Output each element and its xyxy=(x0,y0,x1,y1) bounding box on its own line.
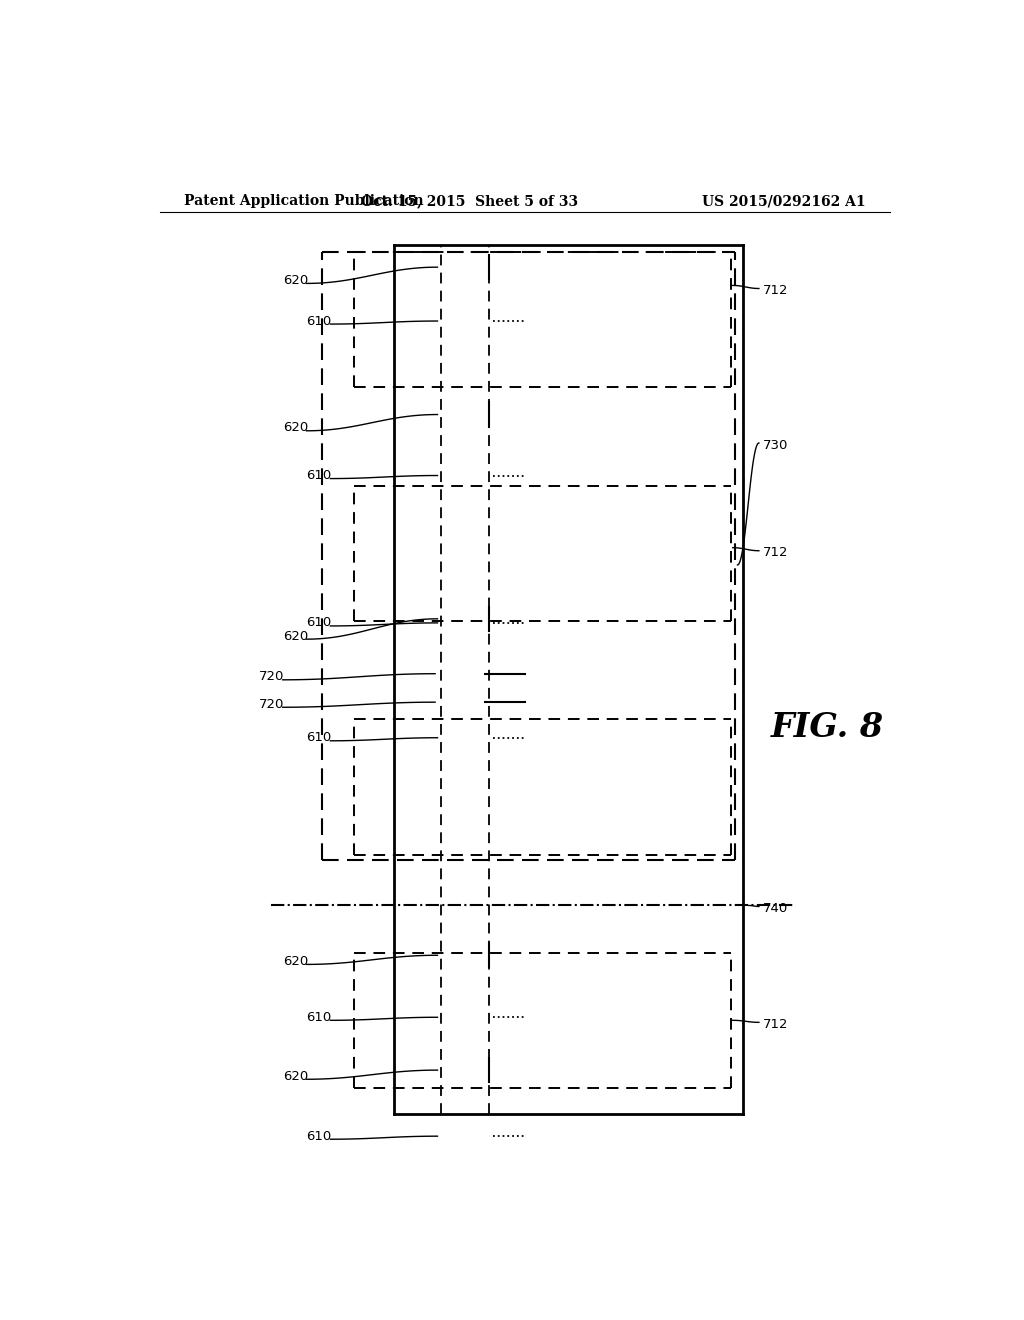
Text: FIG. 8: FIG. 8 xyxy=(771,711,884,744)
Text: 720: 720 xyxy=(259,671,285,684)
Text: 620: 620 xyxy=(283,954,308,968)
Text: 610: 610 xyxy=(306,314,332,327)
Text: 610: 610 xyxy=(306,1011,332,1024)
Text: 712: 712 xyxy=(763,284,788,297)
Text: 620: 620 xyxy=(283,273,308,286)
Text: Patent Application Publication: Patent Application Publication xyxy=(183,194,423,209)
Text: 730: 730 xyxy=(763,438,788,451)
Text: 610: 610 xyxy=(306,731,332,744)
Text: 620: 620 xyxy=(283,630,308,643)
Text: 720: 720 xyxy=(259,698,285,710)
Text: 712: 712 xyxy=(763,546,788,560)
Text: 620: 620 xyxy=(283,421,308,434)
Text: 610: 610 xyxy=(306,616,332,630)
Text: 740: 740 xyxy=(763,902,788,915)
Text: 610: 610 xyxy=(306,469,332,482)
Text: 610: 610 xyxy=(306,1130,332,1143)
Text: US 2015/0292162 A1: US 2015/0292162 A1 xyxy=(702,194,866,209)
Text: 620: 620 xyxy=(283,1069,308,1082)
Text: Oct. 15, 2015  Sheet 5 of 33: Oct. 15, 2015 Sheet 5 of 33 xyxy=(360,194,578,209)
Text: 712: 712 xyxy=(763,1018,788,1031)
